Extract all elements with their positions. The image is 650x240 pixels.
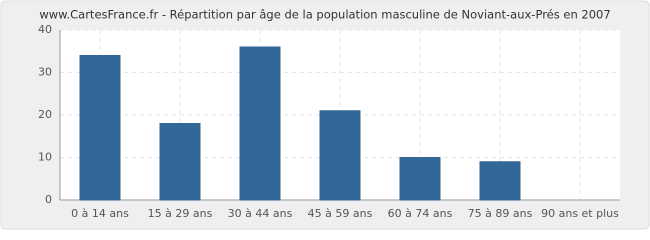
y-tick-label: 0 — [45, 193, 52, 206]
y-tick-label: 10 — [38, 151, 52, 164]
x-tick-label: 0 à 14 ans — [71, 207, 129, 220]
chart-title: www.CartesFrance.fr - Répartition par âg… — [39, 8, 610, 22]
bar — [319, 110, 361, 201]
y-tick-label: 30 — [38, 66, 52, 79]
bar — [159, 123, 201, 201]
x-tick-label: 15 à 29 ans — [148, 207, 213, 220]
x-tick-label: 30 à 44 ans — [228, 207, 293, 220]
y-tick-label: 40 — [38, 23, 52, 36]
page: www.CartesFrance.fr - Répartition par âg… — [0, 0, 650, 230]
x-tick-label: 75 à 89 ans — [468, 207, 533, 220]
y-tick-label: 20 — [38, 108, 52, 121]
bar — [79, 55, 121, 201]
x-tick-label: 90 ans et plus — [541, 207, 619, 220]
bar — [239, 46, 281, 201]
x-tick-label: 45 à 59 ans — [308, 207, 373, 220]
x-tick-label: 60 à 74 ans — [388, 207, 453, 220]
bar — [479, 161, 521, 201]
bar — [399, 157, 441, 201]
chart: www.CartesFrance.fr - Répartition par âg… — [0, 0, 650, 230]
